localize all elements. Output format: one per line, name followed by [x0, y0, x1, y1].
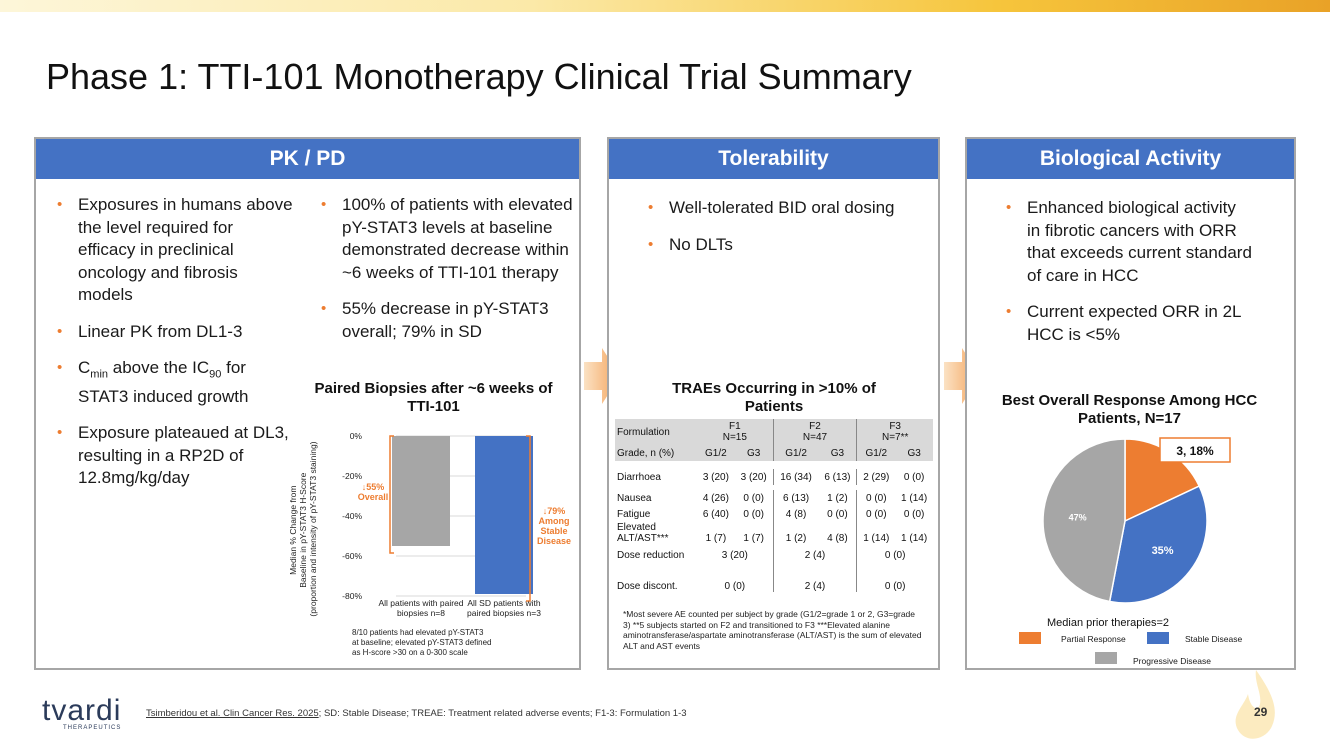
footer-citation: Tsimberidou et al. Clin Cancer Res. 2025…	[146, 708, 687, 719]
tolerability-bullets: Well-tolerated BID oral dosing No DLTs	[645, 197, 895, 270]
median-prior-therapies: Median prior therapies=2	[1047, 617, 1169, 629]
table-row: Nausea 4 (26) 0 (0) 6 (13) 1 (2) 0 (0) 1 (1…	[615, 490, 933, 506]
table-row-dose-reduction: Dose reduction 3 (20) 2 (4) 0 (0)	[615, 544, 933, 566]
table-row: Diarrhoea 3 (20) 3 (20) 16 (34) 6 (13) 2 (…	[615, 469, 933, 485]
pkpd-header: PK / PD	[36, 139, 579, 179]
bullet-expected-orr: Current expected ORR in 2L HCC is <5%	[1003, 301, 1253, 346]
pr-label-box	[1159, 437, 1231, 463]
category-label-all: All patients with paired biopsies n=8	[378, 598, 463, 618]
y-tick-label: 0%	[350, 431, 363, 441]
trae-footnote: *Most severe AE counted per subject by g…	[623, 609, 922, 651]
category-label-sd: All SD patients with paired biopsies n=3	[467, 598, 541, 618]
bullet-linear-pk: Linear PK from DL1-3	[54, 321, 294, 344]
pkpd-panel: PK / PD Exposures in humans above the le…	[34, 137, 581, 670]
biopsy-chart: Median % Change from Baseline in pY-STAT…	[288, 431, 571, 618]
table-row-dose-discont: Dose discont. 0 (0) 2 (4) 0 (0)	[615, 566, 933, 592]
bullet-exposure-plateau: Exposure plateaued at DL3, resulting in …	[54, 422, 294, 490]
overall-annotation: ↓55% Overall	[358, 482, 389, 502]
sd-annotation: ↓79% Among Stable Disease	[537, 506, 571, 546]
pkpd-left-bullets: Exposures in humans above the level requ…	[54, 194, 294, 504]
flame-watermark	[1235, 670, 1275, 739]
formulation-label: Formulation	[617, 426, 670, 438]
top-accent-bar	[0, 0, 1330, 12]
slide-title: Phase 1: TTI-101 Monotherapy Clinical Tr…	[46, 56, 912, 97]
biopsy-footnote: 8/10 patients had elevated pY-STAT3 at b…	[352, 628, 492, 657]
legend-swatch-pr	[1019, 632, 1041, 644]
response-pie-chart: 35% 47% 3, 18%	[1042, 437, 1231, 604]
sd-bracket	[526, 435, 531, 602]
y-tick-label: -80%	[342, 591, 362, 601]
y-axis-label: Median % Change from Baseline in pY-STAT…	[288, 441, 318, 616]
legend-label-pr: Partial Response	[1061, 634, 1126, 644]
bullet-cmin: Cmin above the IC90 for STAT3 induced gr…	[54, 357, 294, 408]
pkpd-right-bullets: 100% of patients with elevated pY-STAT3 …	[318, 194, 573, 357]
tolerability-panel: Tolerability Well-tolerated BID oral dos…	[607, 137, 940, 670]
legend-label-sd: Stable Disease	[1185, 634, 1243, 644]
bio-bullets: Enhanced biological activity in fibrotic…	[1003, 197, 1253, 360]
tolerability-header: Tolerability	[609, 139, 938, 179]
biopsy-chart-title: Paired Biopsies after ~6 weeks of TTI-10…	[314, 380, 553, 415]
bar-all-patients	[392, 436, 450, 546]
trae-table: Formulation F1 N=15 F2 N=47 F3 N=7** Grade,…	[615, 419, 933, 592]
table-header-row: Formulation F1 N=15 F2 N=47 F3 N=7**	[615, 419, 933, 445]
grade-row: Grade, n (%) G1/2 G3 G1/2 G3 G1/2 G3	[615, 445, 933, 461]
bullet-enhanced-activity: Enhanced biological activity in fibrotic…	[1003, 197, 1253, 287]
legend-swatch-sd	[1147, 632, 1169, 644]
table-row: Fatigue 6 (40) 0 (0) 4 (8) 0 (0) 0 (0) 0 (0…	[615, 506, 933, 522]
pie-slice-progressive-disease	[1042, 438, 1126, 603]
legend-swatch-pd	[1095, 652, 1117, 664]
pie-chart-title: Best Overall Response Among HCC Patients…	[1001, 392, 1258, 427]
tvardi-logo: tvardi THERAPEUTICS	[42, 694, 122, 732]
pie-slice-stable-disease	[1108, 485, 1208, 604]
page-number: 29	[1254, 705, 1268, 719]
legend-label-pd: Progressive Disease	[1133, 656, 1211, 666]
pie-label-stable-disease: 35%	[1152, 545, 1174, 557]
y-tick-label: -60%	[342, 551, 362, 561]
bio-header: Biological Activity	[967, 139, 1294, 179]
bullet-100-percent: 100% of patients with elevated pY-STAT3 …	[318, 194, 573, 284]
bar-sd-patients	[475, 436, 533, 594]
bullet-no-dlts: No DLTs	[645, 234, 895, 257]
y-tick-label: -20%	[342, 471, 362, 481]
bullet-exposures: Exposures in humans above the level requ…	[54, 194, 294, 307]
citation-link[interactable]: Tsimberidou et al. Clin Cancer Res. 2025	[146, 708, 319, 719]
pie-legend: Partial Response Stable Disease Progress…	[1019, 632, 1279, 672]
overall-bracket	[389, 435, 394, 554]
bullet-55-percent: 55% decrease in pY-STAT3 overall; 79% in…	[318, 298, 573, 343]
pie-label-progressive-disease: 47%	[1069, 513, 1087, 523]
bullet-well-tolerated: Well-tolerated BID oral dosing	[645, 197, 895, 220]
trae-table-title: TRAEs Occurring in >10% of Patients	[672, 380, 876, 415]
y-tick-label: -40%	[342, 511, 362, 521]
pr-slice-label: 3, 18%	[1176, 444, 1214, 458]
table-row: Elevated ALT/AST*** 1 (7) 1 (7) 1 (2) 4 (8…	[617, 522, 928, 544]
bio-panel: Biological Activity Enhanced biological …	[965, 137, 1296, 670]
